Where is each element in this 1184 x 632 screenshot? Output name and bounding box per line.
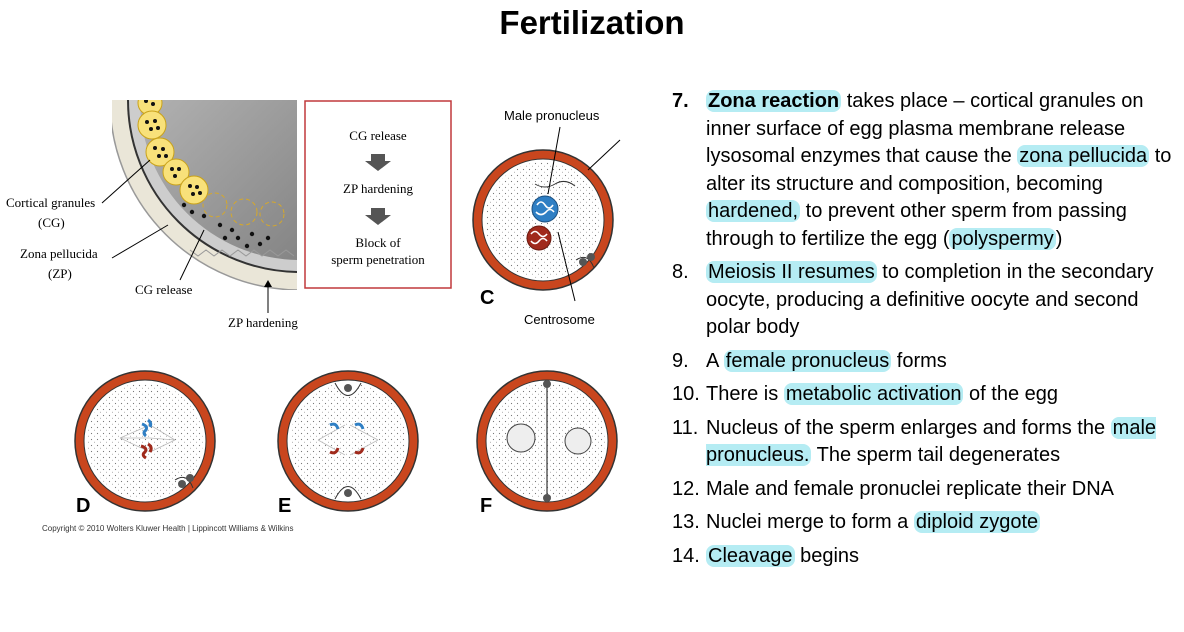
highlight: Meiosis II resumes [706, 261, 877, 283]
list-item: 12. Male and female pronuclei replicate … [672, 476, 1182, 504]
step-text-part: Male and female pronuclei replicate thei… [706, 477, 1114, 500]
label-zp-hardening: ZP hardening [228, 315, 298, 330]
panel-c-zygote: Male pronucleus Centrosome C [472, 108, 621, 327]
box-step-zp-hardening: ZP hardening [343, 181, 413, 196]
box-step-cg-release: CG release [349, 128, 407, 143]
step-number: 13. [672, 511, 700, 533]
copyright-text: Copyright © 2010 Wolters Kluwer Health |… [42, 524, 293, 533]
highlight: zona pellucida [1017, 145, 1150, 167]
panel-e-anaphase: E [277, 370, 419, 517]
steps-list: 7. Zona reaction takes place – cortical … [672, 88, 1182, 576]
flow-box: CG release ZP hardening Block of sperm p… [304, 100, 452, 289]
step-text-part: begins [794, 544, 860, 567]
step-text: Nuclei merge to form a diploid zygote [706, 509, 1182, 537]
step-text-part: A [706, 349, 724, 372]
box-step-block-of: Block of [355, 235, 401, 250]
step-text: Cleavage begins [706, 543, 1182, 571]
label-cg: (CG) [38, 215, 65, 230]
step-text: A female pronucleus forms [706, 348, 1182, 376]
label-male-pronucleus: Male pronucleus [504, 108, 600, 123]
box-step-sperm-penetration: sperm penetration [331, 252, 425, 267]
zona-reaction-diagram: Cortical granules (CG) Zona pellucida (Z… [6, 100, 298, 330]
highlight: Cleavage [706, 544, 795, 567]
step-text: Male and female pronuclei replicate thei… [706, 476, 1182, 504]
step-text-part: Nuclei merge to form a [706, 511, 914, 533]
step-text-part: There is [706, 383, 784, 405]
highlight: diploid zygote [913, 511, 1041, 533]
step-text-part: takes place – cortical granules on inner… [706, 90, 1144, 167]
step-number: 10. [672, 383, 700, 405]
step-number: 11. [672, 416, 699, 439]
step-text-part: forms [891, 349, 947, 372]
step-text-part: to alter its structure and composition, … [706, 145, 1172, 195]
step-text-part: The sperm tail degenerates [811, 444, 1061, 466]
label-cortical-granules: Cortical granules [6, 195, 95, 210]
list-item: 11. Nucleus of the sperm enlarges and fo… [672, 415, 1182, 470]
highlight: hardened, [706, 200, 801, 222]
label-zp: (ZP) [48, 266, 72, 281]
down-arrow-icon [365, 208, 391, 225]
list-item: 10. There is metabolic activation of the… [672, 381, 1182, 409]
highlight: polyspermy [949, 227, 1056, 250]
panel-d-metaphase: D [74, 370, 216, 517]
step-text: Meiosis II resumes to completion in the … [706, 259, 1182, 342]
step-number: 9. [672, 349, 689, 372]
highlight: Zona reaction [706, 90, 842, 112]
step-text: Zona reaction takes place – cortical gra… [706, 88, 1182, 253]
step-text-part: ) [1055, 227, 1063, 250]
panel-f-two-cell: F [476, 370, 618, 517]
list-item: 9. A female pronucleus forms [672, 348, 1182, 376]
panel-letter-e: E [278, 495, 291, 517]
label-zona-pellucida: Zona pellucida [20, 246, 98, 261]
step-text-part: to completion in the secondary oocyte, p… [706, 261, 1154, 338]
panel-letter-d: D [76, 495, 90, 517]
list-item: 7. Zona reaction takes place – cortical … [672, 88, 1182, 253]
down-arrow-icon [365, 154, 391, 171]
step-text: There is metabolic activation of the egg [706, 381, 1182, 409]
step-number: 7. [672, 90, 689, 112]
panel-letter-c: C [480, 287, 494, 309]
step-text-part: Nucleus of the sperm enlarges and forms … [706, 416, 1111, 439]
step-text-part: to prevent other sperm from passing thro… [706, 200, 1127, 250]
step-text-part: of the egg [963, 383, 1058, 405]
fertilization-figure: Cortical granules (CG) Zona pellucida (Z… [6, 100, 621, 533]
list-item: 13. Nuclei merge to form a diploid zygot… [672, 509, 1182, 537]
list-item: 8. Meiosis II resumes to completion in t… [672, 259, 1182, 342]
cortical-granule-cluster [137, 100, 285, 249]
page-title: Fertilization [499, 4, 685, 41]
label-centrosome: Centrosome [524, 312, 595, 327]
list-item: 14. Cleavage begins [672, 543, 1182, 571]
highlight: female pronucleus [723, 349, 892, 372]
step-text: Nucleus of the sperm enlarges and forms … [706, 415, 1182, 470]
label-cg-release: CG release [135, 282, 193, 297]
step-number: 12. [672, 477, 700, 500]
step-number: 14. [672, 544, 700, 567]
step-number: 8. [672, 261, 689, 283]
panel-letter-f: F [480, 495, 492, 517]
highlight: metabolic activation [783, 383, 964, 405]
